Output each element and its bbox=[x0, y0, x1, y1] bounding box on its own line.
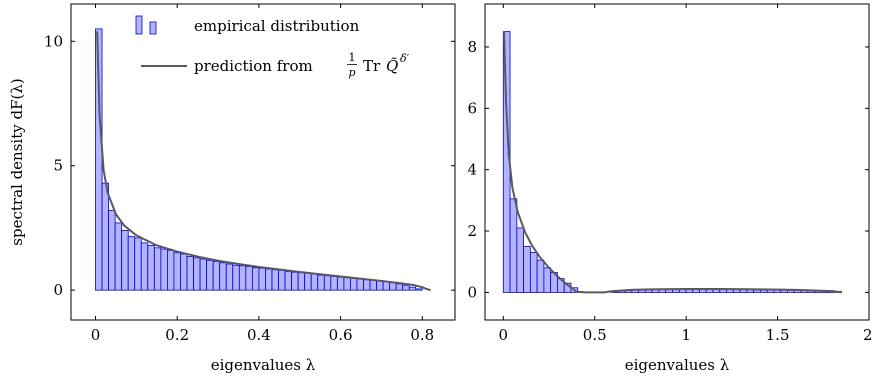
histogram-bar bbox=[212, 261, 221, 291]
x-tick-label: 0 bbox=[499, 326, 509, 344]
prediction-curve bbox=[96, 31, 431, 292]
y-tick-label: 6 bbox=[467, 99, 477, 117]
y-tick-label: 10 bbox=[44, 32, 63, 50]
histogram-bar bbox=[692, 289, 700, 293]
histogram-bar bbox=[101, 182, 109, 291]
histogram-bar bbox=[167, 249, 175, 291]
y-axis-label: spectral density dF(λ) bbox=[8, 78, 26, 245]
histogram-bar bbox=[543, 267, 552, 293]
histogram-bar bbox=[225, 263, 234, 291]
histogram-bar bbox=[199, 258, 208, 291]
histogram-bar bbox=[705, 289, 714, 293]
histogram-bar bbox=[278, 269, 286, 291]
histogram-bar bbox=[509, 198, 518, 293]
right-panel: 0 0.5 1 1.5 2 0 2 4 6 8 eigenvalues λ bbox=[467, 3, 872, 374]
histogram-bar bbox=[336, 276, 345, 291]
histogram-bar bbox=[245, 266, 253, 291]
x-tick-label: 0.4 bbox=[247, 326, 271, 344]
histogram-bar bbox=[297, 272, 306, 291]
histogram-bar bbox=[265, 268, 273, 291]
histogram-bar bbox=[186, 256, 194, 291]
y-tick-label: 8 bbox=[467, 38, 477, 56]
histogram-bar bbox=[356, 278, 364, 291]
left-panel: 0 0.2 0.4 0.6 0.8 0 5 10 eigenvalues λ spectral d… bbox=[8, 3, 456, 374]
histogram-bar bbox=[376, 280, 384, 291]
histogram-bar bbox=[536, 259, 545, 293]
legend: empirical distribution prediction from 1 p T… bbox=[135, 15, 410, 79]
legend-bar-swatch bbox=[149, 21, 157, 35]
histogram-bar bbox=[121, 230, 129, 291]
histogram-bar bbox=[408, 286, 417, 291]
histogram-bar bbox=[685, 289, 694, 293]
prediction-curve bbox=[503, 31, 842, 294]
histogram-bar bbox=[369, 279, 377, 291]
axes-frame bbox=[70, 3, 456, 321]
x-tick-label: 0 bbox=[91, 326, 101, 344]
x-tick-label: 2 bbox=[863, 326, 872, 344]
histogram-bar bbox=[402, 284, 410, 291]
legend-frac-denominator: p bbox=[348, 66, 355, 79]
x-tick-label: 0.2 bbox=[165, 326, 189, 344]
histogram-bar bbox=[153, 247, 162, 291]
x-axis-label: eigenvalues λ bbox=[625, 356, 730, 374]
y-tick-label: 2 bbox=[467, 222, 477, 240]
x-axis-label: eigenvalues λ bbox=[211, 356, 316, 374]
histogram-bar bbox=[134, 237, 142, 291]
histogram-bar bbox=[712, 289, 721, 293]
histogram-bar bbox=[415, 288, 423, 291]
y-tick-label: 4 bbox=[467, 161, 477, 179]
histogram-bar bbox=[284, 271, 292, 291]
histogram-bar bbox=[363, 279, 371, 291]
legend-label-prediction: prediction from bbox=[194, 57, 313, 75]
histogram-bar bbox=[310, 273, 319, 291]
y-tick-label: 0 bbox=[53, 281, 63, 299]
legend-superscript: δ′ bbox=[400, 52, 410, 65]
y-tick-label: 0 bbox=[467, 283, 477, 301]
x-tick-label: 0.6 bbox=[329, 326, 353, 344]
legend-bar-swatch bbox=[135, 15, 143, 35]
axes-frame bbox=[484, 3, 870, 321]
histogram-bar bbox=[304, 272, 312, 291]
x-tick-label: 0.8 bbox=[410, 326, 434, 344]
histogram-bar bbox=[699, 289, 707, 293]
histogram-bar bbox=[330, 276, 338, 291]
histogram-bar bbox=[180, 253, 188, 291]
histogram-bar bbox=[395, 283, 404, 291]
legend-label-empirical: empirical distribution bbox=[194, 17, 360, 35]
histogram-bar bbox=[232, 264, 240, 291]
histogram-bar bbox=[219, 262, 227, 291]
histogram-bar bbox=[193, 257, 201, 291]
histogram-bar bbox=[343, 277, 351, 291]
histogram-bar bbox=[108, 210, 116, 291]
histogram-bar bbox=[206, 259, 214, 291]
histogram-bar bbox=[173, 252, 181, 291]
legend-symbol-q: Q̃ bbox=[386, 57, 398, 75]
histogram-bar bbox=[160, 248, 168, 291]
x-tick-label: 1 bbox=[681, 326, 691, 344]
legend-trace-op: Tr bbox=[363, 57, 381, 75]
histogram-bar bbox=[147, 244, 155, 291]
histogram-bar bbox=[529, 252, 538, 293]
histogram-bar bbox=[271, 269, 279, 291]
x-tick-label: 1.5 bbox=[766, 326, 790, 344]
histogram-bar bbox=[317, 274, 325, 291]
histogram-bar bbox=[516, 227, 524, 293]
histogram-bar bbox=[114, 222, 123, 291]
histogram-bar bbox=[350, 277, 358, 291]
histogram-bar bbox=[127, 236, 136, 291]
x-tick-label: 0.5 bbox=[583, 326, 607, 344]
histogram-bar bbox=[251, 267, 260, 291]
histogram-bar bbox=[291, 271, 299, 291]
y-tick-label: 5 bbox=[53, 157, 63, 175]
histogram-bar bbox=[389, 282, 397, 291]
histogram-bar bbox=[719, 289, 727, 293]
histogram-bar bbox=[140, 242, 149, 291]
histogram-bar bbox=[258, 267, 266, 291]
histogram-bar bbox=[323, 275, 332, 291]
histogram-bar bbox=[523, 245, 531, 293]
legend-frac-numerator: 1 bbox=[349, 51, 356, 64]
histogram-bar bbox=[238, 265, 247, 291]
histogram-bars bbox=[502, 31, 842, 293]
